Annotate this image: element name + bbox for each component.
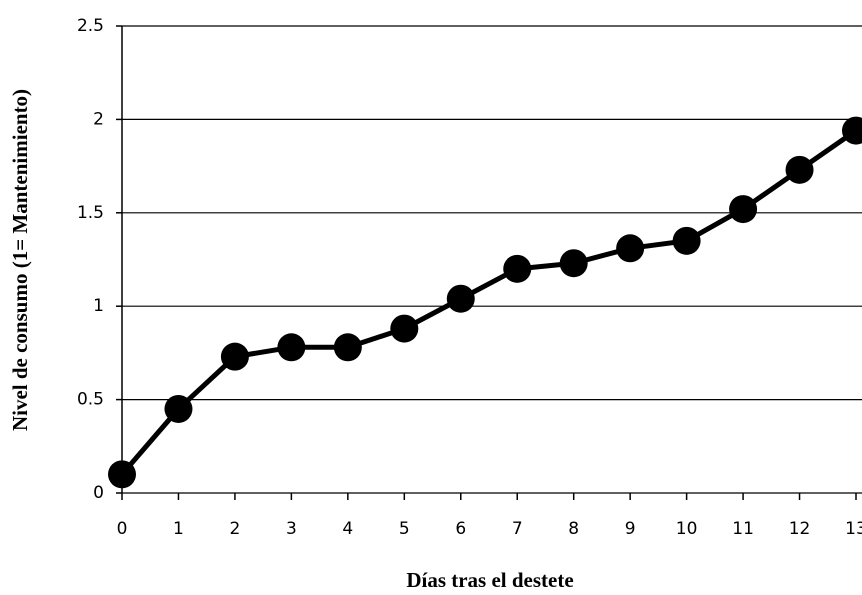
x-tick-label: 5 [399,519,410,539]
y-axis-label: Nivel de consumo (1= Mantenimiento) [8,89,32,431]
x-tick-label: 10 [676,519,698,539]
y-tick-label: 1 [93,296,104,316]
data-point [785,155,814,184]
data-point [277,333,306,362]
data-point [390,314,419,343]
data-point [220,342,249,371]
data-point [333,333,362,362]
data-point [164,394,193,423]
x-tick-label: 9 [625,519,636,539]
x-tick-label: 11 [732,519,754,539]
y-tick-label: 2 [93,109,104,129]
data-point [446,284,475,313]
data-point [503,254,532,283]
x-tick-label: 0 [117,519,128,539]
x-tick-label: 12 [789,519,811,539]
data-point [842,116,862,145]
data-point [729,195,758,224]
y-tick-label: 2.5 [77,16,104,36]
x-tick-label: 6 [455,519,466,539]
y-tick-label: 0 [93,483,104,503]
data-point [108,460,136,489]
x-tick-label: 2 [230,519,241,539]
x-axis-label: Días tras el destete [406,568,573,592]
y-tick-label: 1.5 [77,203,104,223]
x-tick-label: 3 [286,519,297,539]
data-point [672,226,701,255]
data-point [616,234,645,263]
x-tick-label: 4 [342,519,353,539]
x-tick-label: 13 [845,519,862,539]
x-tick-label: 7 [512,519,523,539]
x-tick-label: 1 [173,519,184,539]
x-tick-label: 8 [568,519,579,539]
data-point [559,249,588,278]
y-tick-label: 0.5 [77,390,104,410]
